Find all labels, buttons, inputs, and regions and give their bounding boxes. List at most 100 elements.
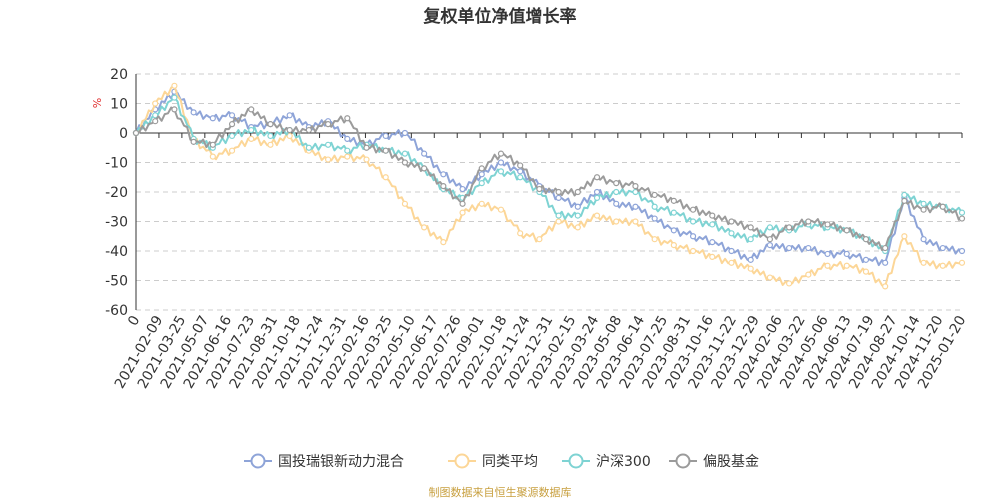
series-point [709, 212, 716, 219]
series-point [517, 174, 524, 181]
series-point [228, 112, 236, 119]
series-point [401, 159, 409, 166]
y-axis-unit: % [91, 98, 104, 108]
series-point [958, 259, 966, 266]
series-point [939, 244, 946, 252]
series-point [958, 247, 966, 255]
series-point [517, 168, 524, 175]
series-point [805, 244, 812, 252]
legend-label: 同类平均 [482, 454, 538, 470]
legend-item[interactable]: 偏股基金 [669, 453, 759, 470]
series-point [939, 203, 946, 210]
series-point [786, 244, 793, 252]
series-point [728, 218, 735, 225]
series-point [324, 121, 332, 128]
legend-item[interactable]: 同类平均 [448, 453, 538, 470]
y-tick-label: -50 [105, 274, 128, 290]
series-point [421, 224, 428, 231]
legend-label: 国投瑞银新动力混合 [278, 454, 404, 470]
series-point [709, 239, 716, 246]
series-point [766, 242, 774, 249]
series-point [651, 203, 658, 210]
series-point [632, 188, 639, 196]
series-point [651, 215, 658, 222]
series-point [363, 144, 370, 151]
series-point [478, 165, 485, 172]
series-point [670, 197, 677, 204]
series-point [324, 156, 332, 163]
series-point [286, 132, 293, 140]
series-point [132, 129, 140, 137]
legend-circle-icon [454, 453, 470, 469]
series-line [135, 84, 963, 288]
series-point [267, 141, 274, 148]
series-point [862, 256, 870, 263]
series-point [305, 144, 312, 151]
legend-item[interactable]: 国投瑞银新动力混合 [244, 453, 404, 470]
series-point [190, 138, 197, 145]
series-point [517, 162, 524, 169]
series-point [958, 215, 966, 222]
series-point [267, 121, 274, 128]
series-point [421, 150, 428, 157]
x-tick-label: 0 [125, 313, 143, 329]
series-point [920, 236, 927, 243]
x-axis-ticks: 02021-02-092021-03-252021-05-072021-06-1… [112, 133, 969, 391]
series-point [152, 118, 159, 125]
series-point [344, 153, 351, 160]
series-point [670, 242, 677, 249]
series-point [901, 197, 908, 204]
series-line [135, 106, 963, 252]
series-point [632, 203, 639, 210]
series-point [171, 82, 178, 89]
series-point [613, 188, 620, 196]
legend-circle-icon [568, 453, 584, 469]
y-tick-label: -20 [105, 185, 128, 201]
legend-circle-icon [675, 453, 691, 469]
series-point [574, 188, 581, 196]
series-point [248, 106, 255, 113]
series-point [689, 247, 697, 255]
series-point [593, 212, 601, 219]
series-point [228, 132, 236, 140]
series-point [670, 209, 677, 216]
y-tick-label: 0 [119, 126, 128, 142]
series-point [344, 147, 351, 154]
y-tick-label: -40 [105, 244, 128, 260]
series-point [747, 224, 754, 231]
series-point [478, 200, 485, 207]
series-point [536, 185, 543, 193]
series-point [593, 188, 601, 196]
series-point [363, 156, 370, 163]
series-point [171, 94, 178, 101]
series-point [843, 250, 850, 258]
legend-label: 偏股基金 [703, 453, 759, 470]
series-point [382, 132, 389, 140]
series-point [901, 233, 908, 240]
series-point [401, 129, 409, 137]
series-point [651, 191, 658, 199]
series-point [440, 171, 447, 178]
series-point [171, 106, 178, 113]
series-point [190, 109, 197, 116]
series-point [613, 200, 620, 207]
series-point [248, 135, 255, 142]
series-point [613, 218, 620, 225]
series-point [632, 218, 639, 225]
series-point [728, 247, 735, 255]
legend-label: 沪深300 [596, 454, 651, 470]
series-point [882, 259, 889, 266]
legend-circle-icon [250, 453, 266, 469]
series-point [324, 141, 332, 148]
series-point [882, 244, 889, 252]
y-axis-ticks: 20 10 0 -10 -20 -30 -40 -50 -60 [105, 67, 128, 319]
chart-title: 复权单位净值增长率 [423, 6, 577, 27]
series-point [882, 283, 889, 290]
legend-item[interactable]: 沪深300 [562, 453, 651, 470]
series-point [152, 112, 159, 119]
series-point [421, 165, 428, 172]
y-tick-label: -10 [105, 156, 128, 172]
y-tick-label: 10 [110, 97, 128, 113]
series-point [555, 212, 562, 219]
series-point [786, 224, 793, 231]
